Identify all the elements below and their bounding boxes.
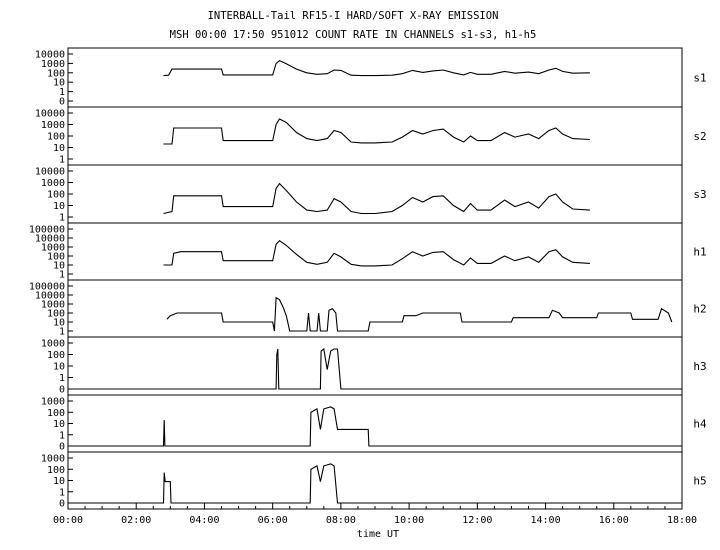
y-tick-label: 10 (53, 419, 65, 430)
y-tick-label: 1000 (41, 339, 65, 350)
y-tick-label: 10 (53, 318, 65, 329)
series-line-s2 (163, 118, 590, 145)
y-tick-label: 10000 (35, 50, 65, 61)
y-tick-label: 10 (53, 261, 65, 272)
y-tick-label: 100 (47, 465, 65, 476)
y-tick-label: 100 (47, 350, 65, 361)
y-tick-label: 10 (53, 362, 65, 373)
panel-label-s1: s1 (693, 72, 706, 85)
y-tick-label: 100 (47, 408, 65, 419)
y-tick-label: 100000 (29, 225, 65, 236)
y-tick-label: 10 (53, 476, 65, 487)
x-tick-label: 08:00 (326, 515, 356, 526)
x-axis-label: time UT (357, 529, 399, 540)
y-tick-label: 10000 (35, 109, 65, 120)
y-tick-label: 1 (59, 270, 65, 281)
y-tick-label: 1000 (41, 243, 65, 254)
y-tick-label: 0 (59, 499, 65, 510)
y-tick-label: 10000 (35, 291, 65, 302)
x-tick-label: 00:00 (53, 515, 83, 526)
y-tick-label: 1000 (41, 59, 65, 70)
x-tick-label: 02:00 (121, 515, 151, 526)
panel-label-h5: h5 (693, 475, 706, 488)
y-tick-label: 1000 (41, 397, 65, 408)
y-tick-label: 0 (59, 97, 65, 108)
chart-subtitle: MSH 00:00 17:50 951012 COUNT RATE IN CHA… (170, 29, 537, 41)
panel-label-h4: h4 (693, 418, 707, 431)
y-tick-label: 100 (47, 309, 65, 320)
series-line-s1 (163, 59, 590, 77)
x-tick-label: 14:00 (531, 515, 561, 526)
y-tick-label: 1 (59, 213, 65, 224)
series-line-h2 (166, 296, 673, 332)
y-tick-label: 1000 (41, 454, 65, 465)
y-tick-label: 1 (59, 327, 65, 338)
x-axis: 00:00 02:00 04:00 06:00 08:00 10:00 12:00 14:00… (53, 503, 697, 526)
panel-label-h3: h3 (693, 360, 706, 373)
y-tick-label: 1 (59, 373, 65, 384)
panel-frame (67, 222, 683, 281)
panel-label-s3: s3 (693, 188, 706, 201)
x-tick-label: 10:00 (394, 515, 424, 526)
panel-frame (67, 279, 683, 338)
y-tick-label: 100000 (29, 282, 65, 293)
y-tick-label: 1000 (41, 178, 65, 189)
y-tick-label: 1 (59, 87, 65, 98)
y-tick-label: 100 (47, 68, 65, 79)
y-tick-label: 1 (59, 155, 65, 166)
y-tick-label: 1000 (41, 300, 65, 311)
x-tick-label: 04:00 (189, 515, 219, 526)
x-tick-label: 18:00 (667, 515, 697, 526)
y-tick-label: 10 (53, 201, 65, 212)
series-line-h4 (68, 406, 682, 447)
y-tick-label: 1 (59, 487, 65, 498)
y-tick-label: 100 (47, 190, 65, 201)
panel-frame (67, 336, 683, 396)
x-tick-label: 06:00 (258, 515, 288, 526)
series-line-h1 (163, 239, 590, 267)
panel-frame (67, 164, 683, 224)
y-tick-label: 10 (53, 143, 65, 154)
panel-frame (67, 451, 683, 510)
y-tick-label: 0 (59, 442, 65, 453)
panel-label-s2: s2 (693, 130, 706, 143)
panel-label-h2: h2 (693, 303, 706, 316)
panel-label-h1: h1 (693, 246, 706, 259)
panel-frame (67, 394, 683, 453)
panels-group: 1000010001001010s1100001000100101s210000… (29, 47, 707, 510)
chart-title: INTERBALL-Tail RF15-I HARD/SOFT X-RAY EM… (208, 10, 499, 22)
y-tick-label: 10000 (35, 234, 65, 245)
series-line-h5 (68, 463, 682, 504)
y-tick-label: 10 (53, 78, 65, 89)
series-line-s3 (163, 182, 590, 215)
series-line-h3 (68, 348, 682, 390)
panel-frame (67, 47, 683, 108)
y-tick-label: 10000 (35, 167, 65, 178)
panel-frame (67, 106, 683, 166)
x-tick-label: 16:00 (599, 515, 629, 526)
y-tick-label: 1 (59, 430, 65, 441)
y-tick-label: 0 (59, 385, 65, 396)
y-tick-label: 100 (47, 252, 65, 263)
x-tick-label: 12:00 (462, 515, 492, 526)
y-tick-label: 1000 (41, 120, 65, 131)
y-tick-label: 100 (47, 132, 65, 143)
